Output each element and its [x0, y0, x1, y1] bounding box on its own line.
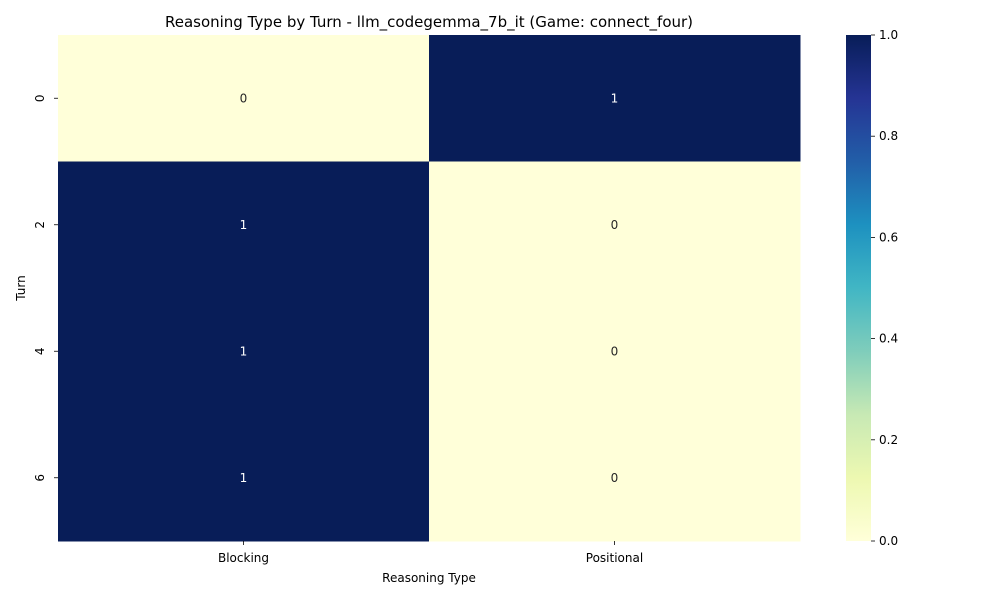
y-axis: 0 2 4 6 — [33, 94, 58, 482]
cell-label: 0 — [611, 344, 619, 358]
y-tick-label: 2 — [33, 221, 47, 229]
cell-label: 1 — [240, 471, 248, 485]
x-axis-label: Reasoning Type — [382, 571, 476, 585]
colorbar: 0.0 0.2 0.4 0.6 0.8 1.0 — [846, 28, 898, 548]
y-tick-label: 4 — [33, 347, 47, 355]
heatmap-cells — [58, 35, 801, 542]
colorbar-tick-label: 0.0 — [879, 534, 898, 548]
colorbar-tick-label: 1.0 — [879, 28, 898, 42]
heatmap-cell — [429, 414, 801, 542]
heatmap-cell — [58, 414, 430, 542]
cell-label: 1 — [240, 218, 248, 232]
colorbar-gradient — [846, 35, 871, 541]
cell-label: 1 — [240, 344, 248, 358]
cell-label: 0 — [611, 218, 619, 232]
heatmap-cell — [58, 288, 430, 415]
chart-title: Reasoning Type by Turn - llm_codegemma_7… — [165, 13, 693, 32]
heatmap-cell — [58, 35, 430, 162]
cell-label: 0 — [240, 91, 248, 105]
heatmap-cell — [429, 161, 801, 289]
colorbar-tick-label: 0.6 — [879, 230, 898, 244]
heatmap-cell — [58, 161, 430, 289]
cell-label: 1 — [611, 91, 619, 105]
heatmap-cell — [429, 288, 801, 415]
x-tick-label: Positional — [586, 551, 643, 565]
y-tick-label: 0 — [33, 94, 47, 102]
y-axis-label: Turn — [14, 275, 28, 301]
heatmap-cell-labels: 0 1 1 0 1 0 1 0 — [240, 91, 619, 485]
cell-label: 0 — [611, 471, 619, 485]
colorbar-tick-label: 0.4 — [879, 332, 898, 346]
x-tick-label: Blocking — [218, 551, 269, 565]
heatmap-cell — [429, 35, 801, 162]
x-axis: Blocking Positional — [218, 541, 643, 565]
colorbar-tick-label: 0.2 — [879, 433, 898, 447]
colorbar-tick-label: 0.8 — [879, 129, 898, 143]
y-tick-label: 6 — [33, 474, 47, 482]
